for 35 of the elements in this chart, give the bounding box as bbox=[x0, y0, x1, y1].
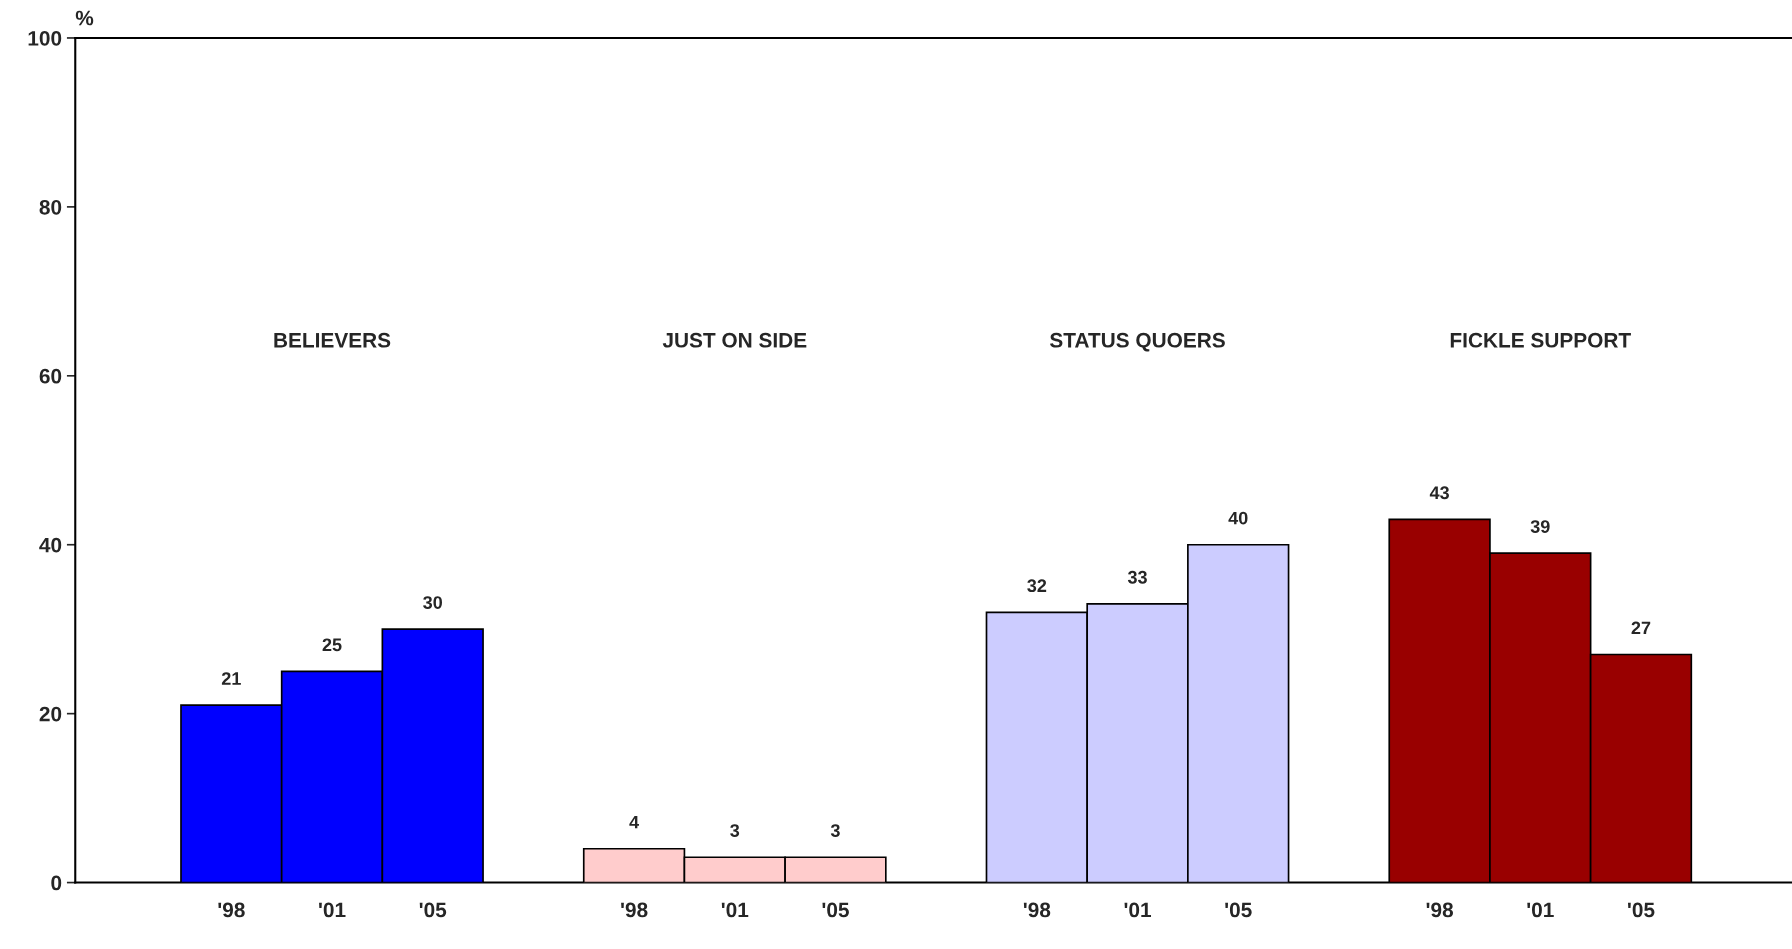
x-tick-label: '01 bbox=[721, 902, 749, 918]
x-tick-label: '98 bbox=[1023, 902, 1051, 918]
data-label: 43 bbox=[1429, 486, 1449, 500]
y-axis-title: % bbox=[75, 10, 94, 26]
y-tick-label: 0 bbox=[51, 875, 62, 891]
y-tick-label: 40 bbox=[39, 537, 62, 553]
x-tick-label: '98 bbox=[1426, 902, 1454, 918]
y-tick-label: 20 bbox=[39, 706, 62, 722]
y-tick-label: 100 bbox=[28, 30, 62, 46]
y-tick-label: 60 bbox=[39, 368, 62, 384]
x-tick-label: '98 bbox=[218, 902, 245, 918]
annotation: BELIEVERS bbox=[274, 332, 391, 348]
data-label: 39 bbox=[1530, 520, 1550, 533]
data-label: 21 bbox=[221, 672, 241, 685]
data-label: 40 bbox=[1228, 511, 1248, 525]
x-tick-label: '05 bbox=[1225, 902, 1252, 918]
x-tick-label: '05 bbox=[822, 902, 849, 918]
data-label: 3 bbox=[830, 824, 840, 838]
data-label: 32 bbox=[1027, 579, 1047, 593]
data-label: 33 bbox=[1127, 570, 1147, 584]
x-tick-label: '98 bbox=[621, 902, 648, 918]
data-label: 3 bbox=[730, 824, 740, 838]
annotation: STATUS QUOERS bbox=[1049, 332, 1225, 352]
x-tick-label: '05 bbox=[419, 902, 447, 918]
data-label: 25 bbox=[322, 638, 342, 652]
y-tick-label: 80 bbox=[39, 199, 62, 215]
annotation: FICKLE SUPPORT bbox=[1450, 332, 1631, 348]
x-tick-label: '01 bbox=[1527, 902, 1554, 918]
x-tick-label: '05 bbox=[1628, 902, 1655, 918]
annotation: JUST ON SIDE bbox=[662, 332, 807, 348]
data-label: 27 bbox=[1631, 621, 1651, 635]
data-label: 4 bbox=[629, 815, 640, 829]
x-tick-label: '01 bbox=[1124, 902, 1152, 918]
x-tick-label: '01 bbox=[319, 902, 346, 918]
data-label: 30 bbox=[423, 596, 443, 609]
